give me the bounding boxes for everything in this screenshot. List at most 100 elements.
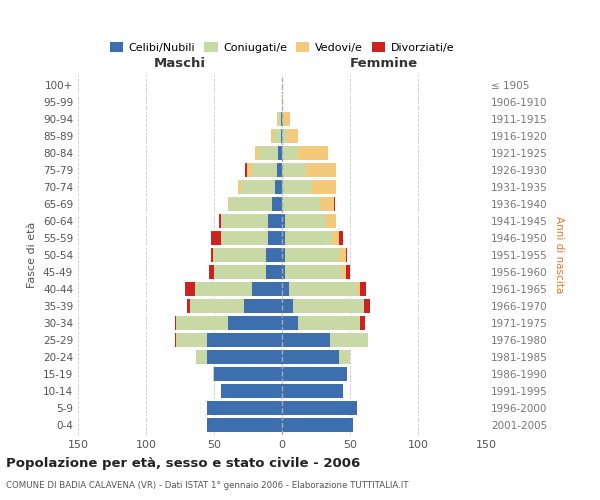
Bar <box>212 248 214 262</box>
Bar <box>281 112 282 126</box>
Legend: Celibi/Nubili, Coniugati/e, Vedovi/e, Divorziati/e: Celibi/Nubili, Coniugati/e, Vedovi/e, Di… <box>106 38 458 57</box>
Y-axis label: Anni di nascita: Anni di nascita <box>554 216 564 294</box>
Text: COMUNE DI BADIA CALAVENA (VR) - Dati ISTAT 1° gennaio 2006 - Elaborazione TUTTIT: COMUNE DI BADIA CALAVENA (VR) - Dati IST… <box>6 481 409 490</box>
Bar <box>272 197 282 211</box>
Bar <box>332 231 339 245</box>
Bar <box>278 146 282 160</box>
Bar <box>346 265 350 279</box>
Bar <box>177 333 207 347</box>
Bar <box>259 146 278 160</box>
Bar <box>359 316 365 330</box>
Bar <box>342 265 346 279</box>
Bar <box>339 231 343 245</box>
Bar <box>214 248 266 262</box>
Bar <box>282 146 298 160</box>
Bar <box>282 418 353 432</box>
Bar <box>221 231 268 245</box>
Bar <box>245 163 247 177</box>
Bar <box>244 299 282 313</box>
Bar <box>214 367 282 381</box>
Text: Femmine: Femmine <box>350 57 418 70</box>
Bar <box>221 384 282 398</box>
Bar <box>334 197 335 211</box>
Bar <box>229 197 272 211</box>
Bar <box>285 265 342 279</box>
Bar <box>282 333 329 347</box>
Text: Maschi: Maschi <box>154 57 206 70</box>
Bar <box>176 333 177 347</box>
Bar <box>282 282 289 296</box>
Bar <box>196 350 207 364</box>
Bar <box>176 316 227 330</box>
Bar <box>298 146 328 160</box>
Bar <box>238 180 241 194</box>
Bar <box>282 214 285 228</box>
Bar <box>346 248 347 262</box>
Bar <box>227 197 229 211</box>
Bar <box>298 316 359 330</box>
Bar <box>312 180 337 194</box>
Bar <box>282 197 320 211</box>
Bar <box>329 333 368 347</box>
Bar <box>252 163 277 177</box>
Bar <box>282 299 293 313</box>
Bar <box>185 282 195 296</box>
Bar <box>320 197 334 211</box>
Bar <box>357 282 359 296</box>
Bar <box>277 112 278 126</box>
Bar <box>364 299 370 313</box>
Bar <box>278 112 281 126</box>
Bar <box>268 231 282 245</box>
Bar <box>282 350 339 364</box>
Bar <box>195 282 252 296</box>
Bar <box>285 248 339 262</box>
Bar <box>282 129 287 143</box>
Bar <box>282 163 307 177</box>
Bar <box>221 214 268 228</box>
Bar <box>282 265 285 279</box>
Bar <box>275 180 282 194</box>
Bar <box>190 299 244 313</box>
Bar <box>268 214 282 228</box>
Bar <box>326 214 337 228</box>
Bar <box>339 350 350 364</box>
Bar <box>359 282 367 296</box>
Bar <box>227 316 282 330</box>
Bar <box>207 418 282 432</box>
Bar <box>220 214 221 228</box>
Y-axis label: Fasce di età: Fasce di età <box>28 222 37 288</box>
Bar <box>175 333 176 347</box>
Bar <box>282 316 298 330</box>
Bar <box>209 265 214 279</box>
Bar <box>271 129 274 143</box>
Bar <box>187 299 190 313</box>
Bar <box>255 146 259 160</box>
Bar <box>212 367 214 381</box>
Bar <box>293 299 364 313</box>
Bar <box>252 282 282 296</box>
Bar <box>282 367 347 381</box>
Bar <box>285 231 332 245</box>
Bar <box>282 248 285 262</box>
Bar <box>282 401 357 415</box>
Bar <box>266 265 282 279</box>
Bar <box>207 350 282 364</box>
Bar <box>282 231 285 245</box>
Bar <box>211 248 212 262</box>
Bar <box>274 129 281 143</box>
Bar <box>277 163 282 177</box>
Bar <box>289 282 357 296</box>
Bar <box>282 180 312 194</box>
Bar <box>307 163 337 177</box>
Bar <box>241 180 275 194</box>
Bar <box>339 248 346 262</box>
Bar <box>285 214 326 228</box>
Bar <box>207 401 282 415</box>
Bar <box>175 316 176 330</box>
Bar <box>211 231 221 245</box>
Text: Popolazione per età, sesso e stato civile - 2006: Popolazione per età, sesso e stato civil… <box>6 458 360 470</box>
Bar <box>283 112 290 126</box>
Bar <box>281 129 282 143</box>
Bar <box>214 265 266 279</box>
Bar <box>207 333 282 347</box>
